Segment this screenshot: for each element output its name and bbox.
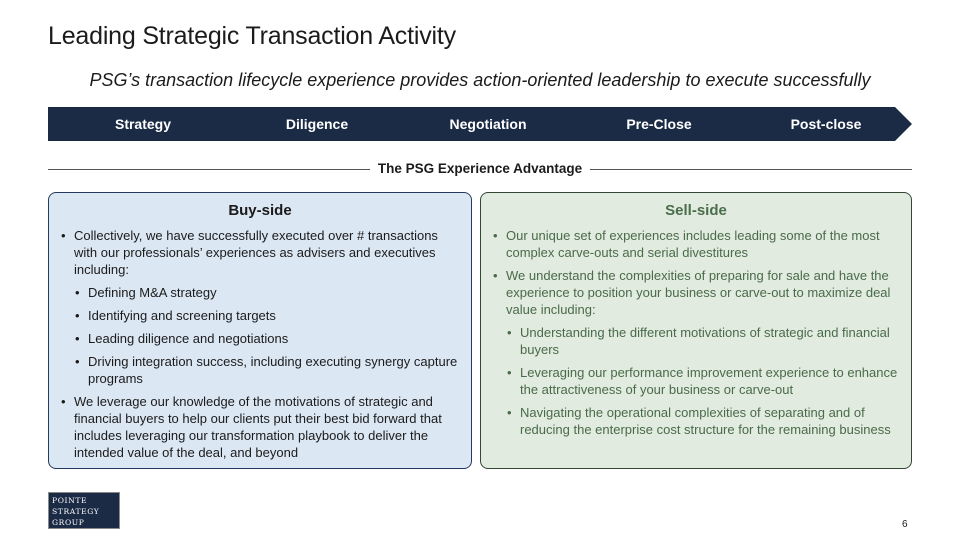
- chevron-diligence: Diligence: [218, 107, 408, 141]
- buy-side-list: Collectively, we have successfully execu…: [61, 227, 459, 461]
- list-item: Understanding the different motivations …: [507, 324, 899, 358]
- sell-side-heading: Sell-side: [665, 202, 727, 219]
- sell-side-list: Our unique set of experiences includes l…: [493, 227, 899, 438]
- list-item: We understand the complexities of prepar…: [493, 267, 899, 318]
- chevron-post-close: Post-close: [732, 107, 912, 141]
- list-item: Leveraging our performance improvement e…: [507, 364, 899, 398]
- divider-label: The PSG Experience Advantage: [373, 161, 587, 176]
- list-item: Defining M&A strategy: [75, 284, 459, 301]
- page-title: Leading Strategic Transaction Activity: [48, 22, 456, 50]
- divider-line-right: [590, 169, 912, 170]
- chevron-pre-close: Pre-Close: [560, 107, 750, 141]
- list-item: Driving integration success, including e…: [75, 353, 459, 387]
- lifecycle-chevrons: Strategy Diligence Negotiation Pre-Close…: [48, 107, 912, 141]
- list-item: Navigating the operational complexities …: [507, 404, 899, 438]
- sell-side-panel: Sell-side Our unique set of experiences …: [480, 192, 912, 469]
- chevron-strategy: Strategy: [48, 107, 238, 141]
- buy-side-panel: Buy-side Collectively, we have successfu…: [48, 192, 472, 469]
- company-logo: POINTE STRATEGY GROUP: [48, 492, 120, 529]
- list-item: Leading diligence and negotiations: [75, 330, 459, 347]
- divider-line-left: [48, 169, 370, 170]
- logo-line-2: STRATEGY: [52, 507, 100, 516]
- buy-side-heading: Buy-side: [228, 202, 292, 219]
- logo-line-1: POINTE: [52, 496, 88, 505]
- list-item: Identifying and screening targets: [75, 307, 459, 324]
- list-item: Our unique set of experiences includes l…: [493, 227, 899, 261]
- page-number: 6: [902, 519, 908, 530]
- list-item: Collectively, we have successfully execu…: [61, 227, 459, 278]
- page-subtitle: PSG’s transaction lifecycle experience p…: [89, 70, 871, 90]
- chevron-negotiation: Negotiation: [389, 107, 579, 141]
- list-item: We leverage our knowledge of the motivat…: [61, 393, 459, 461]
- logo-line-3: GROUP: [52, 518, 85, 527]
